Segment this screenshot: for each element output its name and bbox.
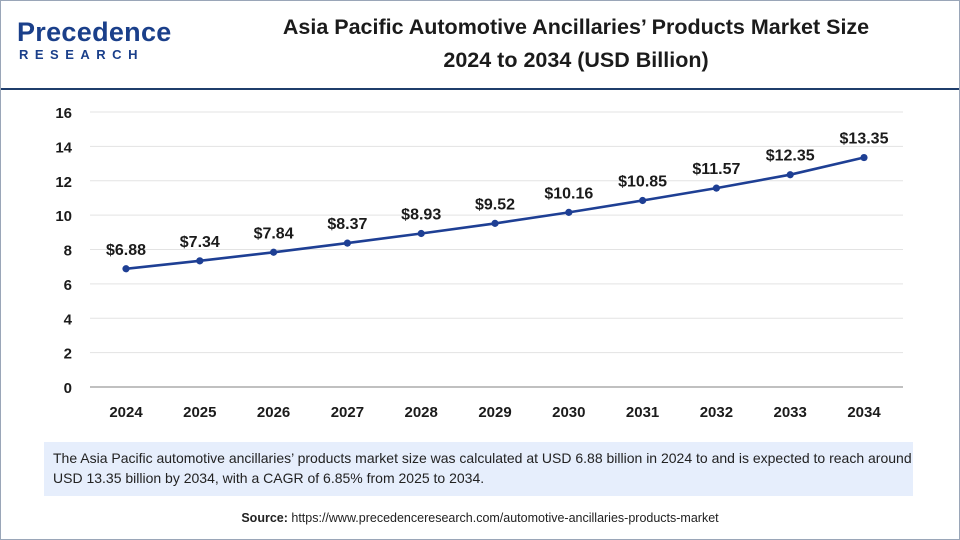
data-label: $13.35 (840, 131, 889, 148)
x-tick-label: 2026 (257, 404, 290, 421)
data-label: $10.85 (618, 174, 667, 191)
y-tick-label: 12 (55, 174, 72, 191)
data-point (712, 184, 721, 192)
data-label: $6.88 (106, 242, 146, 259)
y-tick-labels: 0 2 4 6 8 10 12 14 16 (55, 105, 72, 397)
y-tick-label: 6 (64, 277, 72, 294)
x-tick-label: 2031 (626, 404, 659, 421)
source-url: https://www.precedenceresearch.com/autom… (291, 511, 719, 525)
data-label: $9.52 (475, 196, 515, 213)
source-label: Source: (241, 511, 288, 525)
chart-title: Asia Pacific Automotive Ancillaries’ Pro… (201, 11, 951, 77)
data-point (417, 229, 425, 238)
x-tick-label: 2034 (847, 404, 881, 421)
y-tick-label: 10 (55, 208, 72, 225)
data-label: $8.37 (327, 216, 367, 233)
logo-wordmark: Precedence (17, 17, 172, 47)
x-tick-label: 2032 (700, 404, 733, 421)
data-point (196, 257, 204, 265)
data-point (860, 153, 868, 162)
summary-note: The Asia Pacific automotive ancillaries’… (44, 442, 913, 496)
data-label: $10.16 (544, 185, 593, 202)
data-point (270, 248, 278, 256)
data-label: $7.34 (180, 234, 220, 251)
x-tick-label: 2033 (774, 404, 807, 421)
data-point (343, 239, 351, 247)
data-point (491, 219, 499, 227)
x-tick-label: 2028 (405, 404, 438, 421)
brand-logo: Precedence RESEARCH (15, 17, 171, 68)
data-label: $12.35 (766, 148, 815, 165)
y-tick-label: 16 (55, 105, 72, 122)
data-label: $8.93 (401, 207, 441, 224)
y-tick-label: 4 (64, 311, 73, 328)
data-point (786, 171, 794, 179)
y-tick-label: 0 (64, 380, 72, 397)
data-labels: $6.88 $7.34 $7.84 $8.37 $8.93 $9.52 $10.16 $10.… (106, 131, 889, 259)
chart-title-line1: Asia Pacific Automotive Ancillaries’ Pro… (282, 15, 870, 39)
logo-subtitle: RESEARCH (19, 47, 144, 62)
x-tick-label: 2030 (552, 404, 585, 421)
chart-title-line2: 2024 to 2034 (USD Billion) (443, 48, 709, 72)
gridlines (90, 111, 903, 354)
y-tick-label: 14 (55, 139, 72, 156)
x-tick-label: 2025 (183, 404, 216, 421)
x-tick-label: 2027 (331, 404, 364, 421)
data-label: $7.84 (254, 225, 294, 242)
x-tick-label: 2024 (109, 404, 143, 421)
data-label: $11.57 (692, 161, 740, 178)
header: Precedence RESEARCH Asia Pacific Automot… (1, 1, 959, 90)
data-point (639, 196, 647, 205)
y-tick-label: 8 (64, 243, 72, 260)
x-tick-labels: 2024 2025 2026 2027 2028 2029 2030 2031 2032 2033… (109, 404, 881, 421)
data-points (122, 153, 868, 273)
data-point (122, 265, 130, 273)
source-line: Source: https://www.precedenceresearch.c… (0, 511, 960, 525)
y-tick-label: 2 (64, 346, 72, 363)
data-point (565, 208, 573, 216)
x-tick-label: 2029 (478, 404, 511, 421)
